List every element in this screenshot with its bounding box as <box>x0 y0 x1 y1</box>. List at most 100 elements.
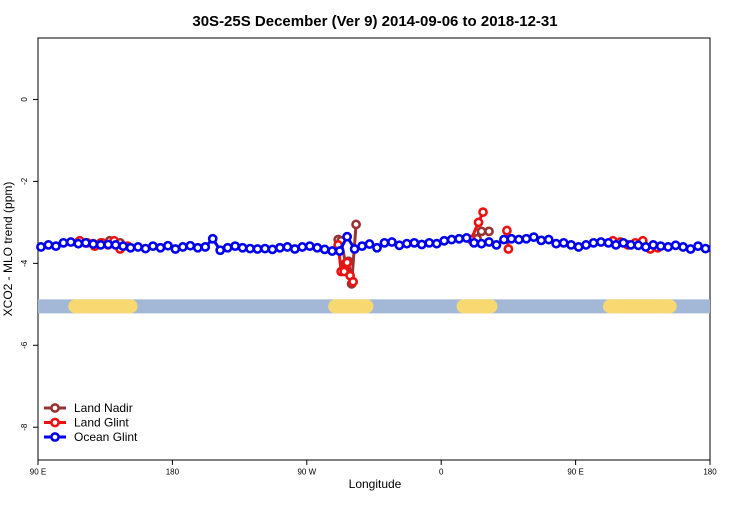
data-point <box>625 240 636 250</box>
data-point <box>484 226 494 237</box>
data-point <box>461 233 472 243</box>
legend-marker <box>50 432 60 442</box>
data-point <box>103 239 114 250</box>
data-point <box>88 239 99 249</box>
data-point <box>678 242 689 252</box>
data-point <box>454 233 465 244</box>
data-point <box>260 243 270 254</box>
data-point <box>319 244 330 255</box>
data-point <box>304 241 315 252</box>
data-point <box>431 238 442 249</box>
data-point <box>65 237 76 247</box>
data-point <box>648 240 659 250</box>
data-point <box>125 242 136 253</box>
x-tick-label: 90 W <box>297 468 316 477</box>
data-point <box>700 243 711 254</box>
data-point <box>222 242 233 253</box>
data-point <box>185 240 196 251</box>
data-point <box>558 237 569 248</box>
data-point <box>207 233 218 244</box>
data-point <box>536 235 547 246</box>
data-point <box>73 238 84 249</box>
legend-label: Land Nadir <box>74 401 133 415</box>
data-point <box>348 276 358 287</box>
data-point <box>502 225 512 236</box>
data-point <box>439 235 450 246</box>
data-point <box>349 244 360 254</box>
legend-label: Ocean Glint <box>74 430 138 444</box>
data-point <box>521 233 532 244</box>
data-point <box>394 240 405 251</box>
x-tick-label: 180 <box>703 468 717 477</box>
data-point <box>424 237 435 248</box>
data-point <box>551 238 562 249</box>
data-point <box>297 242 308 252</box>
y-tick-label: -8 <box>20 423 29 431</box>
series-line <box>78 224 489 285</box>
data-point <box>640 242 651 252</box>
data-point <box>43 240 54 250</box>
data-point <box>364 239 375 249</box>
data-point <box>95 240 106 250</box>
data-point <box>476 226 487 237</box>
x-tick-label: 90 E <box>30 468 46 477</box>
data-point <box>566 240 577 250</box>
data-point <box>603 237 614 248</box>
data-point <box>192 242 203 253</box>
data-point <box>513 234 524 245</box>
data-point <box>140 243 151 254</box>
data-point <box>334 246 345 256</box>
data-point <box>51 241 61 252</box>
legend-label: Land Glint <box>74 416 129 430</box>
data-point <box>499 234 509 245</box>
data-point <box>581 240 591 250</box>
chart-title: 30S-25S December (Ver 9) 2014-09-06 to 2… <box>192 13 557 30</box>
data-point <box>342 231 353 242</box>
data-point <box>491 240 502 250</box>
x-tick-label: 180 <box>166 468 180 477</box>
y-tick-label: -6 <box>20 341 29 349</box>
data-point <box>469 237 479 248</box>
data-point <box>163 240 173 251</box>
data-point <box>357 241 367 252</box>
x-tick-label: 0 <box>439 468 444 477</box>
x-tick-label: 90 E <box>567 468 583 477</box>
data-point <box>372 242 382 253</box>
data-point <box>670 240 681 251</box>
data-point <box>155 242 166 253</box>
data-point <box>267 244 278 255</box>
data-point <box>663 242 674 252</box>
data-point <box>58 237 69 248</box>
data-point <box>409 237 420 248</box>
legend-marker <box>50 403 60 413</box>
data-point <box>379 237 390 248</box>
data-point <box>611 240 621 250</box>
data-point <box>110 240 121 250</box>
data-point <box>215 245 226 256</box>
data-point <box>596 237 606 247</box>
data-point <box>655 241 666 252</box>
data-point <box>36 242 46 252</box>
data-point <box>528 232 539 243</box>
data-point <box>170 244 181 254</box>
data-point <box>618 237 629 248</box>
data-point <box>473 217 484 228</box>
data-point <box>633 240 644 251</box>
data-point <box>484 237 494 247</box>
y-tick-label: -4 <box>20 259 29 267</box>
y-tick-label: 0 <box>20 97 29 102</box>
data-point <box>416 239 427 250</box>
data-point <box>573 242 584 252</box>
data-point <box>342 257 353 268</box>
data-point <box>401 238 412 249</box>
data-point <box>588 237 599 248</box>
data-point <box>245 243 255 254</box>
legend-marker <box>50 417 60 428</box>
x-axis-label: Longitude <box>349 477 402 491</box>
data-point <box>478 207 488 218</box>
data-point <box>200 242 211 252</box>
data-point <box>506 233 517 244</box>
data-point <box>177 242 188 252</box>
data-point <box>312 242 323 253</box>
